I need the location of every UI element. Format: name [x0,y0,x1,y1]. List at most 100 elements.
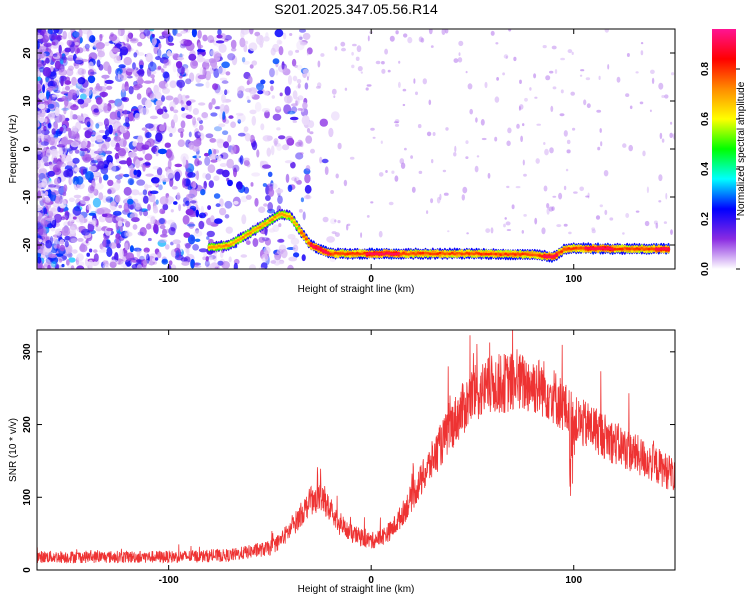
spectrogram-cell [45,57,50,64]
spectrogram-cell [92,156,101,161]
x-tick-label: 0 [368,575,374,586]
spectrogram-cell [47,103,55,109]
spectrogram-cell [143,247,150,253]
spectrogram-cell [106,198,114,202]
spectrogram-cell [398,60,401,64]
spectrogram-ridge-cell [494,252,498,256]
spectrogram-cell [219,207,227,216]
spectrogram-cell [288,256,298,262]
spectrogram-cell [227,53,236,61]
spectrogram-cell [85,205,90,214]
spectrogram-cell [51,153,59,159]
spectrogram-cell [239,37,246,48]
spectrogram-cell [237,86,242,94]
spectrogram-cell [192,244,200,251]
spectrogram-cell [560,89,564,94]
spectrogram-cell [158,35,165,40]
spectrogram-cell [47,86,57,90]
spectrogram-cell [136,93,142,100]
spectrogram-cell [197,132,202,136]
spectrogram-cell [381,68,386,74]
spectrogram-cell [640,50,644,56]
spectrogram-ridge-cell [370,252,374,255]
spectrogram-ridge-cell [219,245,223,248]
spectrogram-cell [317,82,322,88]
spectrogram-cell [221,61,230,69]
spectrogram-ridge-cell [375,252,379,255]
spectrogram-cell [141,144,150,150]
spectrogram-cell [225,226,233,234]
spectrogram-cell [169,106,174,112]
spectrogram-ridge-cell [545,255,549,259]
spectrogram-cell [231,47,237,52]
spectrogram-cell [240,29,250,35]
spectrogram-cell [77,67,85,76]
spectrogram-ridge-cell [307,241,311,245]
spectrogram-cell [78,29,83,39]
spectrogram-cell [72,206,82,216]
spectrogram-cell [380,140,383,144]
spectrogram-cell [206,230,215,238]
spectrogram-cell [150,74,155,79]
spectrogram-cell [139,64,144,69]
spectrogram-ridge-cell [314,245,318,249]
spectrogram-cell [422,78,427,85]
spectrogram-ridge-cell [572,247,576,250]
y-tick-label: -20 [22,237,33,252]
spectrogram-cell [248,42,258,52]
spectrogram-cell [252,238,259,247]
spectrogram-cell [467,83,473,90]
spectrogram-cell [132,62,136,70]
spectrogram-cell [370,201,374,204]
spectrogram-cell [232,144,240,154]
spectrogram-cell [268,228,276,233]
spectrogram-cell [154,257,159,261]
spectrogram-cell [203,252,208,258]
spectrogram-ridge-cell [236,238,240,242]
spectrogram-cell [360,232,363,238]
spectrogram-cell [131,217,140,223]
spectrogram-cell [43,42,52,48]
spectrogram-cell [178,204,182,212]
spectrogram-cell [306,50,309,56]
spectrogram-cell [114,152,120,160]
spectrogram-cell [53,239,58,250]
spectrogram-cell [502,72,505,76]
spectrogram-cell [523,173,527,177]
spectrogram-cell [290,161,296,169]
spectrogram-cell [102,246,106,252]
x-tick-label: -100 [159,274,179,285]
y-tick-label: 200 [22,416,33,433]
spectrogram-cell [109,242,117,249]
spectrogram-cell [102,102,107,111]
spectrogram-cell [75,176,84,185]
spectrogram-cell [194,158,200,167]
spectrogram-cell [635,71,639,74]
spectrogram-cell [278,46,284,56]
snr-plot: -100 0 100 0 100 200 300 Height of straight l… [8,329,676,595]
spectrogram-cell [639,101,644,105]
spectrogram-cell [92,217,97,227]
spectrogram-ridge-cell [623,246,627,250]
spectrogram-cell [62,30,67,40]
spectrogram-cell [549,70,554,74]
spectrogram-cell [87,149,90,153]
spectrogram-ridge-cell [428,252,432,256]
x-tick-label: 100 [565,274,582,285]
spectrogram-ridge-cell [521,252,525,256]
spectrogram-cell [223,141,229,149]
spectrogram-cell [262,135,272,142]
spectrogram-cell [208,58,216,64]
spectrogram-cell [214,89,224,95]
colorbar-tick-label: 0.2 [700,212,711,226]
spectrogram-cell [334,46,338,51]
spectrogram-cell [417,124,422,129]
spectrogram-cell [175,250,180,258]
spectrogram-cell [209,153,218,160]
spectrogram-ridge-cell [392,252,396,256]
spectrogram-cell [253,222,257,226]
spectrogram-cell [95,154,102,162]
spectrogram-cell [120,97,127,101]
spectrogram-cell [181,107,185,112]
spectrogram-cell [185,95,190,99]
